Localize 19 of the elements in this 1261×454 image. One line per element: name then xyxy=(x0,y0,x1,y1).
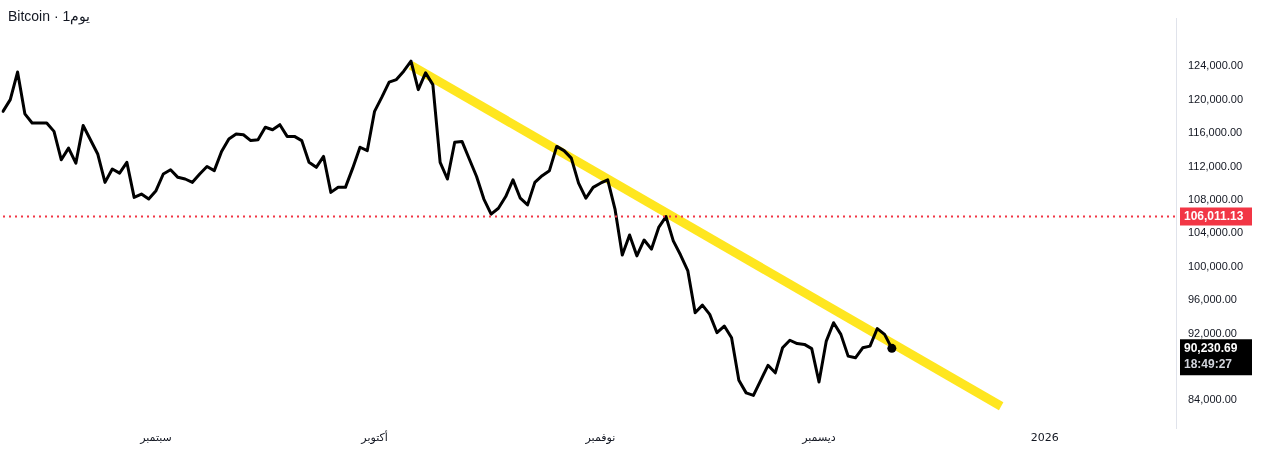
text: 90,230.69 xyxy=(1184,340,1238,355)
x-tick-label: أكتوبر xyxy=(360,430,388,445)
y-tick-label: 96,000.00 xyxy=(1188,293,1237,306)
y-tick-label: 108,000.00 xyxy=(1188,192,1244,205)
y-tick-label: 112,000.00 xyxy=(1188,159,1243,172)
y-tick-label: 84,000.00 xyxy=(1188,393,1237,406)
x-tick-label: 2026 xyxy=(1030,431,1059,445)
x-tick-label: ديسمبر xyxy=(801,431,836,445)
x-tick-label: سبتمبر xyxy=(139,431,172,445)
y-tick-label: 92,000.00 xyxy=(1188,326,1237,339)
text: 18:49:27 xyxy=(1184,356,1233,371)
chart-title: Bitcoin · 1يوم xyxy=(8,8,91,24)
y-tick-label: 124,000.00 xyxy=(1188,59,1244,72)
x-tick-label: نوفمبر xyxy=(584,431,616,445)
y-tick-label: 100,000.00 xyxy=(1188,259,1244,272)
ref-line-label: 106,011.13 xyxy=(1184,208,1244,223)
y-tick-label: 120,000.00 xyxy=(1188,92,1244,105)
y-tick-label: 104,000.00 xyxy=(1188,226,1244,239)
y-tick-label: 116,000.00 xyxy=(1188,126,1243,139)
